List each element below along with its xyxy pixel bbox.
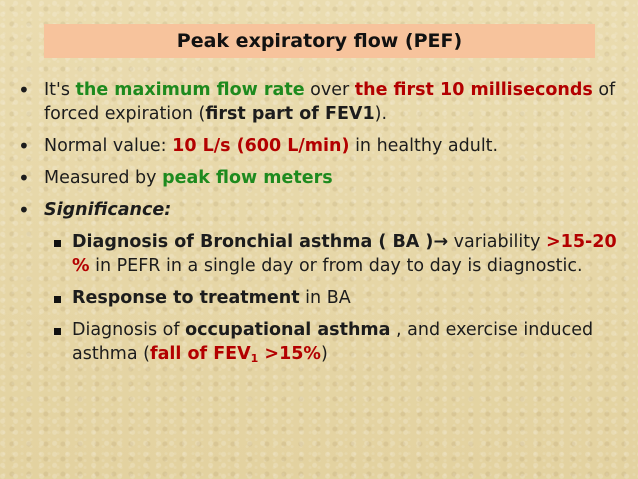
bullet-text: It's the maximum flow rate over the firs… xyxy=(44,78,618,126)
text-run: fall of FEV xyxy=(149,344,251,364)
bullet-dot: • xyxy=(18,78,30,102)
highlight-green: peak flow meters xyxy=(162,168,333,188)
sub-item-diagnosis-ba: Diagnosis of Bronchial asthma ( BA )→ va… xyxy=(54,230,618,278)
sub-item-occupational: Diagnosis of occupational asthma , and e… xyxy=(54,318,618,371)
text-run: It's xyxy=(44,80,76,100)
highlight-red: fall of FEV1 >15% xyxy=(149,344,321,365)
arrow-right-icon: → xyxy=(433,232,449,252)
bullet-item-significance: • Significance: xyxy=(18,198,618,222)
text-run: variability xyxy=(448,232,547,252)
bullet-text: Significance: xyxy=(44,198,618,222)
bold-text: Diagnosis of Bronchial asthma ( BA ) xyxy=(72,232,434,252)
bullet-text: Normal value: 10 L/s (600 L/min) in heal… xyxy=(44,134,618,158)
text-run: of forced expiration ( xyxy=(44,80,616,124)
text-run: Measured by xyxy=(44,168,163,188)
square-bullet-icon xyxy=(54,318,72,371)
text-run: , and exercise induced asthma ( xyxy=(72,320,594,364)
text-run: in PEFR in a single day or from day to d… xyxy=(89,256,583,276)
bullet-item-measured-by: • Measured by peak flow meters xyxy=(18,166,618,190)
text-run: Diagnosis of xyxy=(72,320,186,340)
sub-item-response: Response to treatment in BA xyxy=(54,286,618,310)
bold-text: Response to treatment xyxy=(72,288,300,308)
bullet-dot: • xyxy=(18,134,30,158)
highlight-red: 10 L/s (600 L/min) xyxy=(172,136,350,156)
bullet-item-definition: • It's the maximum flow rate over the fi… xyxy=(18,78,618,126)
bullet-text: Measured by peak flow meters xyxy=(44,166,618,190)
square-bullet-icon xyxy=(54,286,72,310)
bold-italic-heading: Significance: xyxy=(44,200,172,220)
text-run: >15% xyxy=(258,344,321,364)
text-run: in healthy adult. xyxy=(349,136,499,156)
bold-text: first part of FEV1 xyxy=(205,104,375,124)
subscript: 1 xyxy=(250,352,259,365)
square-bullet-icon xyxy=(54,230,72,278)
title-banner: Peak expiratory flow (PEF) xyxy=(44,24,595,58)
text-run: ) xyxy=(320,344,328,364)
text-run: in BA xyxy=(299,288,351,308)
bullet-list: • It's the maximum flow rate over the fi… xyxy=(18,78,618,379)
sub-text: Diagnosis of occupational asthma , and e… xyxy=(72,318,618,371)
highlight-red: >15-20 % xyxy=(72,232,617,276)
highlight-green: the maximum flow rate xyxy=(75,80,305,100)
text-run: Normal value: xyxy=(44,136,173,156)
bullet-dot: • xyxy=(18,166,30,190)
bold-text: occupational asthma xyxy=(185,320,391,340)
highlight-red: the first 10 milliseconds xyxy=(354,80,593,100)
slide-title: Peak expiratory flow (PEF) xyxy=(176,30,463,52)
text-run: over xyxy=(304,80,355,100)
sub-text: Diagnosis of Bronchial asthma ( BA )→ va… xyxy=(72,230,618,278)
bullet-item-normal-value: • Normal value: 10 L/s (600 L/min) in he… xyxy=(18,134,618,158)
text-run: ). xyxy=(374,104,388,124)
bullet-dot: • xyxy=(18,198,30,222)
sub-text: Response to treatment in BA xyxy=(72,286,618,310)
